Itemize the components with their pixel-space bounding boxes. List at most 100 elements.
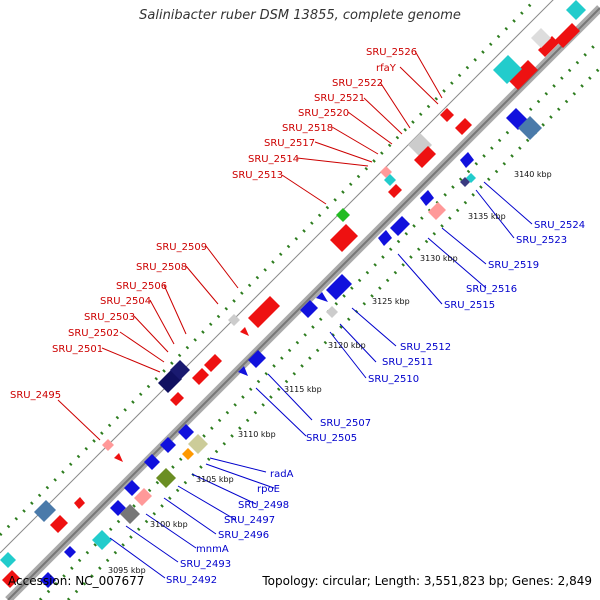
feature-cyan-rna <box>493 55 522 84</box>
gene-label: rpoE <box>257 484 280 495</box>
feature-rfay <box>440 108 454 122</box>
gene-label: SRU_2495 <box>10 390 61 401</box>
feature-plus-a <box>555 23 580 48</box>
feature-sru-2521 <box>414 146 436 168</box>
gene-label: SRU_2520 <box>298 108 349 119</box>
feature-minus-b <box>460 152 474 168</box>
feature-rada <box>188 434 208 454</box>
feature-sru-2511 <box>300 300 318 318</box>
ruler-label: 3105 kbp <box>196 475 234 484</box>
gene-label: SRU_2526 <box>366 47 417 58</box>
plus-labels: SRU_2495 SRU_2501 SRU_2502 SRU_2503 SRU_… <box>10 47 417 401</box>
gene-label: SRU_2508 <box>136 262 187 273</box>
gene-label: SRU_2492 <box>166 575 217 586</box>
feature-sru-2504 <box>204 354 222 372</box>
minus-strand-features <box>40 0 586 588</box>
minus-labels: SRU_2492 SRU_2493 mnmA SRU_2496 SRU_2497… <box>166 220 585 586</box>
gene-label: SRU_2521 <box>314 93 365 104</box>
feature-sru-2506 <box>240 327 249 336</box>
feature-sru-2507 <box>248 350 266 368</box>
feature-sru-2524 <box>460 177 470 187</box>
gene-label: SRU_2493 <box>180 559 231 570</box>
feature-sru-2497 <box>156 468 176 488</box>
feature-plus-h <box>2 570 20 588</box>
feature-sru-2503 <box>192 368 209 385</box>
gene-label: SRU_2505 <box>306 433 357 444</box>
feature-sru-2496 <box>124 480 140 496</box>
ruler-track <box>66 66 600 600</box>
feature-plus-e <box>114 453 123 462</box>
feature-sru-2526 <box>538 36 559 57</box>
gene-label: SRU_2503 <box>84 312 135 323</box>
feature-plus-d <box>170 392 184 406</box>
feature-sru-2516 <box>420 190 434 206</box>
ruler-label: 3115 kbp <box>284 385 322 394</box>
gene-label: SRU_2513 <box>232 170 283 181</box>
gene-label: SRU_2509 <box>156 242 207 253</box>
plus-strand-features <box>0 23 580 588</box>
gene-label: SRU_2507 <box>320 418 371 429</box>
feature-plus-c <box>455 118 472 135</box>
feature-steel-a <box>34 500 56 522</box>
feature-steel-b <box>518 116 542 140</box>
gene-label: SRU_2511 <box>382 357 433 368</box>
feature-sru-2513 <box>336 208 350 222</box>
outer-plus-track <box>0 0 538 537</box>
feature-rpoe <box>182 448 194 460</box>
feature-plus-b <box>508 60 538 90</box>
feature-minus-f <box>160 437 176 453</box>
feature-sru-2493 <box>92 530 112 550</box>
feature-minus-d <box>316 292 328 302</box>
gene-label: SRU_2512 <box>400 342 451 353</box>
gene-label: SRU_2496 <box>218 530 269 541</box>
accession-text: Accession: NC_007677 <box>8 574 145 588</box>
feature-pink-b <box>134 488 152 506</box>
gene-label: radA <box>270 469 294 480</box>
feature-sru-2520 <box>388 184 402 198</box>
gene-label: SRU_2506 <box>116 281 167 292</box>
ruler-label: 3140 kbp <box>514 170 552 179</box>
feature-sru-2514 <box>330 224 358 252</box>
ruler-labels: 3095 kbp 3100 kbp 3105 kbp 3110 kbp 3115… <box>108 170 552 575</box>
feature-sru-2508 <box>228 314 240 326</box>
feature-minus-c <box>378 230 392 246</box>
gene-label: SRU_2504 <box>100 296 151 307</box>
feature-sru-2519 <box>428 202 446 220</box>
feature-sru-2501 <box>170 360 190 380</box>
gene-label: SRU_2501 <box>52 344 103 355</box>
minus-leader-lines <box>109 181 533 579</box>
map-title: Salinibacter ruber DSM 13855, complete g… <box>139 8 461 23</box>
gene-label: SRU_2498 <box>238 500 289 511</box>
feature-sru-2495 <box>102 439 114 451</box>
plus-leader-lines <box>57 50 443 441</box>
gene-label: SRU_2516 <box>466 284 517 295</box>
gene-label: SRU_2524 <box>534 220 585 231</box>
ruler-label: 3130 kbp <box>420 254 458 263</box>
plus-strand-guide <box>0 0 554 554</box>
ruler-label: 3100 kbp <box>150 520 188 529</box>
feature-sru-2505 <box>238 366 248 376</box>
feature-plus-g <box>50 515 68 533</box>
gene-label: SRU_2522 <box>332 78 383 89</box>
feature-sru-2492 <box>64 546 76 558</box>
feature-cyan-b <box>0 552 16 568</box>
genome-summary-text: Topology: circular; Length: 3,551,823 bp… <box>262 574 592 588</box>
gene-label: SRU_2517 <box>264 138 315 149</box>
ruler-label: 3135 kbp <box>468 212 506 221</box>
gene-label: SRU_2514 <box>248 154 299 165</box>
genome-backbone-core <box>7 7 600 600</box>
feature-minus-e <box>178 424 194 440</box>
ruler-label: 3125 kbp <box>372 297 410 306</box>
feature-sru-2510 <box>326 306 338 318</box>
gene-label: SRU_2518 <box>282 123 333 134</box>
feature-sru-2512 <box>326 274 352 300</box>
ruler-label: 3095 kbp <box>108 566 146 575</box>
gene-label: SRU_2502 <box>68 328 119 339</box>
feature-sru-2515 <box>390 216 410 236</box>
gene-label: rfaY <box>376 63 397 74</box>
ruler-label: 3110 kbp <box>238 430 276 439</box>
feature-cyan-c <box>566 0 586 20</box>
feature-sru-2509 <box>248 296 280 328</box>
feature-minus-h <box>40 572 56 588</box>
